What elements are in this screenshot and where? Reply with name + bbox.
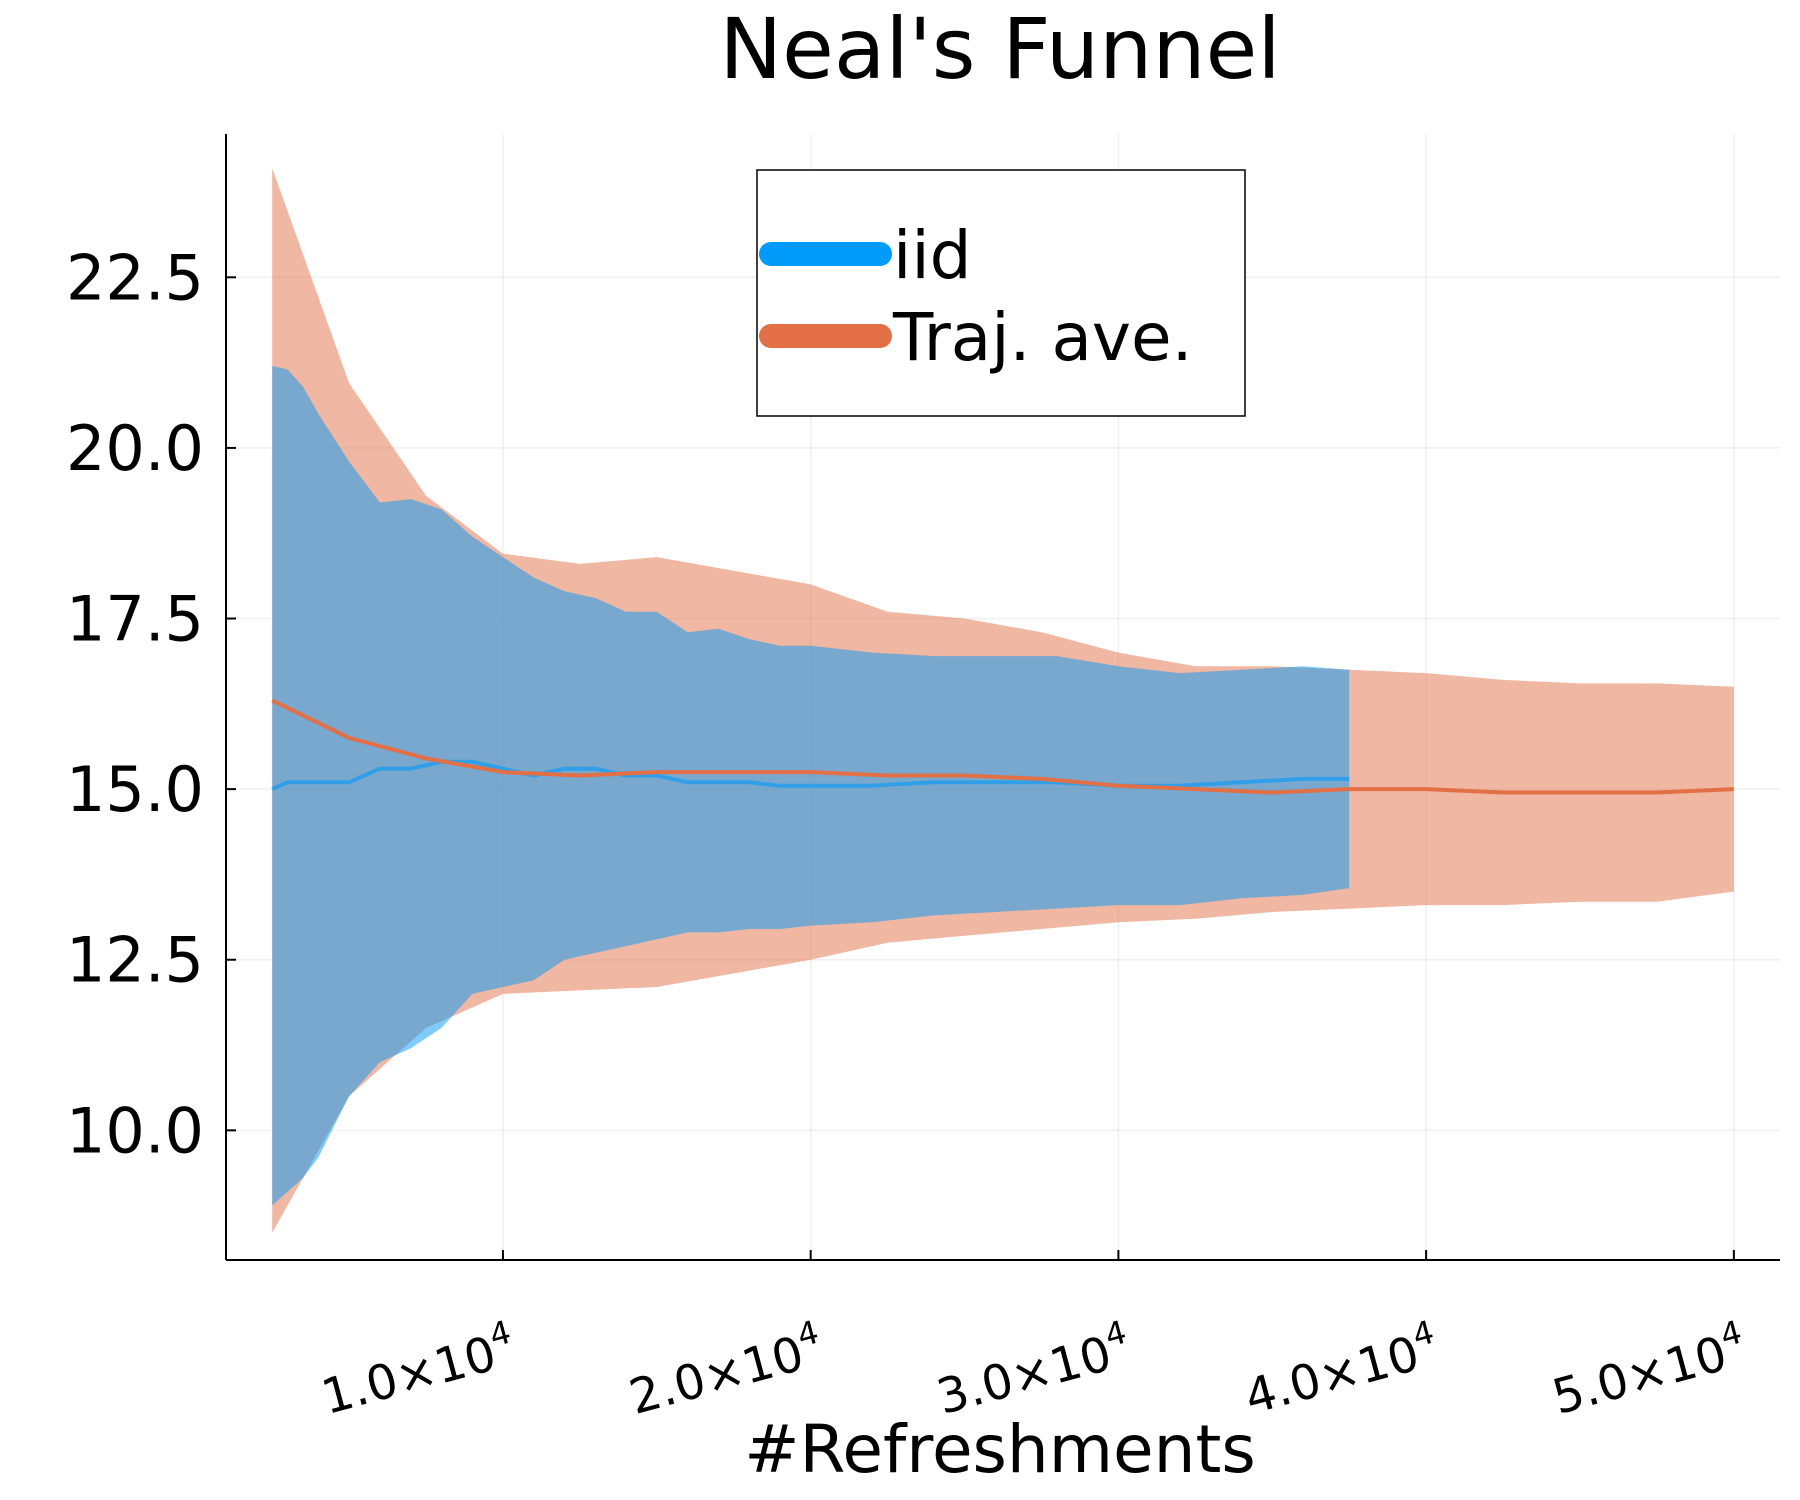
x-tick-label-0: 1.0×104 [314, 1313, 522, 1426]
x-tick-label-3: 4.0×104 [1237, 1313, 1445, 1426]
x-tick-mantissa: 3.0×104 [929, 1313, 1137, 1426]
axes [225, 134, 1780, 1261]
x-tick-label-2: 3.0×104 [929, 1313, 1137, 1426]
x-tick-label-1: 2.0×104 [622, 1313, 830, 1426]
x-tick-mantissa: 1.0×104 [314, 1313, 522, 1426]
y-tick-label-4: 20.0 [66, 412, 204, 485]
legend-label-iid: iid [893, 217, 972, 294]
y-tick-label-0: 10.0 [66, 1094, 204, 1167]
y-tick-labels: 10.0 12.5 15.0 17.5 20.0 22.5 [66, 241, 204, 1167]
chart-title: Neal's Funnel [719, 0, 1280, 98]
x-tick-mantissa: 4.0×104 [1237, 1313, 1445, 1426]
series-lines [271, 698, 1734, 795]
line-traj-ave [271, 698, 1734, 795]
x-tick-mantissa: 2.0×104 [622, 1313, 830, 1426]
y-tick-label-5: 22.5 [66, 241, 204, 314]
y-tick-label-1: 12.5 [66, 924, 204, 997]
y-tick-label-3: 17.5 [66, 583, 204, 656]
x-tick-label-4: 5.0×104 [1545, 1313, 1753, 1426]
legend-box [756, 169, 1246, 417]
x-tick-mantissa: 5.0×104 [1545, 1313, 1753, 1426]
x-axis-label: #Refreshments [744, 1411, 1256, 1488]
y-tick-label-2: 15.0 [66, 753, 204, 826]
legend-label-traj-ave: Traj. ave. [892, 299, 1193, 376]
x-tick-labels: 1.0×104 2.0×104 3.0×104 4.0×104 5.0×104 [314, 1313, 1753, 1426]
